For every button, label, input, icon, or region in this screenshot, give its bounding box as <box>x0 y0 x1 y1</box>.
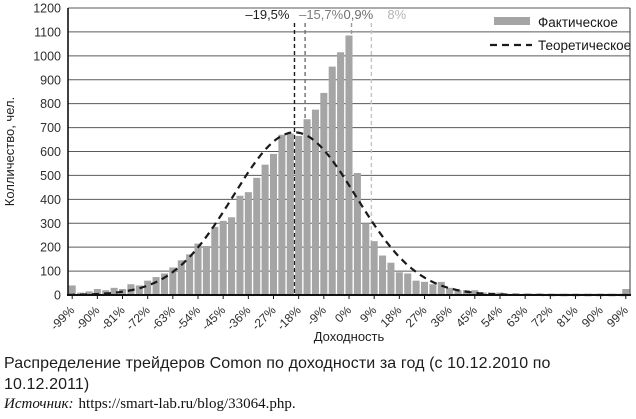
x-tick-label: -63% <box>148 303 178 333</box>
bar <box>370 241 378 295</box>
bar <box>160 273 168 295</box>
bar <box>471 290 479 295</box>
bar <box>278 134 286 295</box>
y-tick-label: 900 <box>40 73 61 87</box>
annotation-label: 0,9% <box>344 7 374 22</box>
y-tick-label: 1000 <box>33 49 61 63</box>
bar <box>362 223 370 295</box>
bar <box>286 133 294 295</box>
bar <box>295 135 303 295</box>
x-tick-label: -45% <box>199 303 229 333</box>
bar <box>379 255 387 295</box>
source-label: Источник: <box>4 396 74 412</box>
bar <box>446 287 454 295</box>
bar <box>194 243 202 295</box>
y-tick-label: 100 <box>40 265 61 279</box>
y-tick-label: 800 <box>40 97 61 111</box>
bar <box>68 285 76 295</box>
figure-caption: Распределение трейдеров Comon по доходно… <box>4 355 551 393</box>
x-tick-label: 72% <box>529 303 556 330</box>
bar <box>429 284 437 295</box>
theoretical-curve <box>68 131 630 297</box>
annotation-label: –15,7% <box>299 7 344 22</box>
bar <box>622 289 630 295</box>
bar <box>169 267 177 295</box>
bar <box>236 195 244 295</box>
x-tick-label: 63% <box>503 303 530 330</box>
legend-label-actual: Фактическое <box>538 15 618 30</box>
bar <box>437 281 445 295</box>
y-axis-title: Колличество, чел. <box>2 97 17 206</box>
x-tick-label: 36% <box>428 303 455 330</box>
bar <box>152 277 160 295</box>
y-tick-label: 500 <box>40 169 61 183</box>
bar <box>261 164 269 295</box>
bar <box>345 35 353 296</box>
x-tick-label: -18% <box>274 303 304 333</box>
x-tick-label: 90% <box>579 303 606 330</box>
bar <box>320 92 328 295</box>
x-tick-label: 9% <box>357 303 379 325</box>
y-tick-label: 400 <box>40 193 61 207</box>
bar <box>353 173 361 295</box>
bar <box>404 273 412 295</box>
bar <box>202 245 210 295</box>
x-tick-label: -27% <box>249 303 279 333</box>
x-tick-label: -72% <box>123 303 153 333</box>
bar <box>328 66 336 296</box>
annotation-label: –19,5% <box>245 7 290 22</box>
legend-label-theoretical: Теоретическое <box>538 38 631 53</box>
bar <box>93 289 101 295</box>
bar <box>186 254 194 295</box>
legend-bar-swatch <box>494 17 530 25</box>
x-tick-label: 27% <box>403 303 430 330</box>
bar <box>85 291 93 295</box>
bar <box>177 260 185 295</box>
y-tick-label: 300 <box>40 217 61 231</box>
x-tick-label: 54% <box>478 303 505 330</box>
bar <box>110 287 118 295</box>
bar <box>269 153 278 295</box>
x-axis-title: Доходность <box>314 329 385 344</box>
bar <box>387 262 395 295</box>
bar <box>303 119 311 296</box>
source-line: Источник: https://smart-lab.ru/blog/33064… <box>4 396 630 413</box>
x-tick-label: -36% <box>224 303 254 333</box>
bar <box>253 177 261 295</box>
x-tick-label: -99% <box>48 303 78 333</box>
returns-histogram-chart: 0 100 200 300 400 500 600 700 800 900 1000 1100 1200… <box>2 2 631 345</box>
x-tick-label: -90% <box>73 303 103 333</box>
bar <box>135 285 143 295</box>
x-tick-label: 99% <box>604 303 631 330</box>
bar <box>244 192 252 295</box>
x-tick-label: -9% <box>304 303 329 328</box>
y-tick-label: 1200 <box>33 2 61 16</box>
x-tick-label: 45% <box>453 303 480 330</box>
x-tick-label: -81% <box>98 303 128 333</box>
bar <box>144 280 152 295</box>
x-tick-label: -54% <box>173 303 203 333</box>
annotation-label: 8% <box>387 7 406 22</box>
x-tick-label: 18% <box>378 303 405 330</box>
y-tick-label: 1100 <box>34 25 61 39</box>
bar <box>496 292 504 295</box>
source-url: https://smart-lab.ru/blog/33064.php. <box>78 396 296 412</box>
bar <box>454 290 462 295</box>
y-tick-label: 0 <box>54 289 61 303</box>
bar <box>420 281 429 295</box>
bar <box>412 280 420 295</box>
y-tick-label: 700 <box>40 121 61 135</box>
bar <box>219 220 227 295</box>
y-tick-label: 600 <box>40 145 61 159</box>
bar <box>311 109 319 295</box>
bar <box>395 272 403 295</box>
bar <box>228 217 236 295</box>
x-tick-label: 81% <box>554 303 581 330</box>
x-tick-label: 0% <box>332 303 354 325</box>
y-tick-label: 200 <box>40 241 61 255</box>
bar <box>211 226 219 295</box>
